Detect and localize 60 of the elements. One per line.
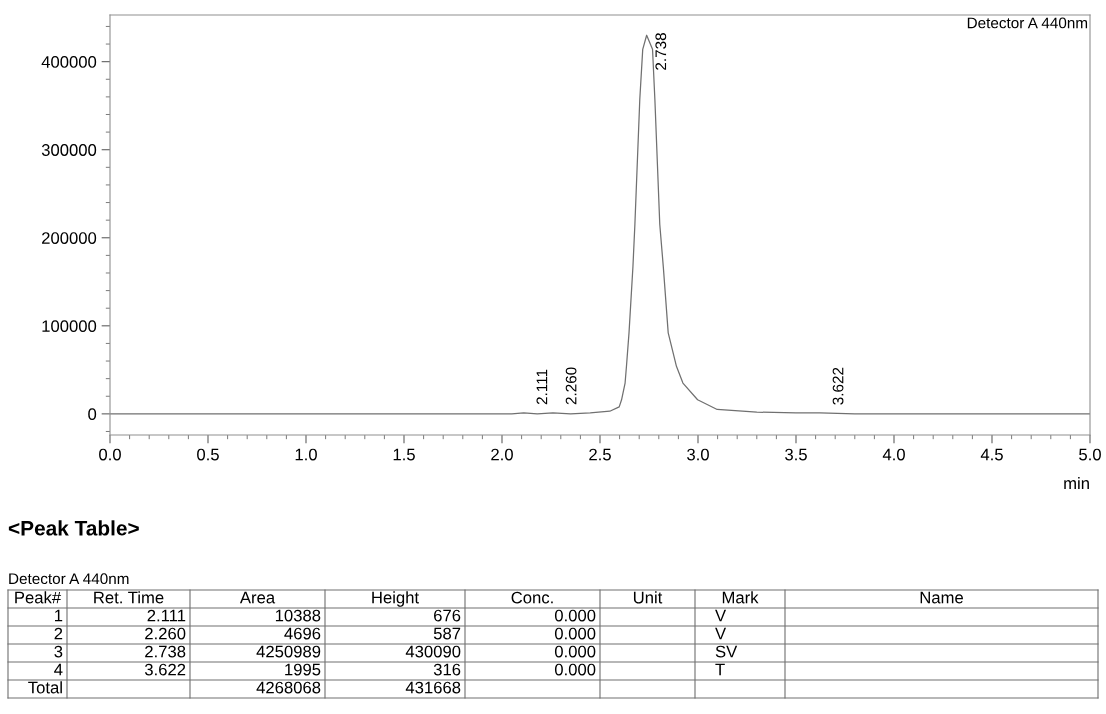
text: Height [372, 591, 419, 607]
annotation: 2.260 [565, 367, 577, 405]
x-tick-label: 4.5 [980, 448, 1003, 461]
text: 4 [54, 663, 63, 676]
x-tick-label: 3.5 [785, 448, 807, 461]
annotation: 2.111 [536, 369, 548, 405]
x-tick-label: 2.5 [589, 448, 611, 461]
line-series [110, 34, 1090, 415]
x-tick-label: 0.5 [197, 448, 219, 461]
text: Conc. [511, 591, 553, 604]
text: Ret. Time [94, 591, 164, 604]
x-tick-label: 0.0 [99, 448, 121, 461]
text: 2.111 [147, 609, 186, 622]
text: <Peak Table> [8, 520, 139, 536]
text: Name [920, 591, 963, 604]
text: 587 [433, 627, 461, 640]
x-tick-label: 1.5 [393, 448, 415, 461]
text: 4250989 [256, 645, 321, 658]
text: 3 [54, 645, 63, 658]
text: Unit [633, 591, 663, 604]
text: 10388 [275, 609, 321, 622]
text: Area [239, 591, 276, 604]
text: 430090 [405, 645, 461, 658]
text: Total [28, 681, 62, 694]
text: Mark [722, 591, 759, 604]
y-tick-label: 200000 [42, 232, 97, 244]
text: Detector A 440nm [9, 573, 129, 585]
x-tick-label: 1.0 [295, 448, 317, 461]
text: 316 [433, 663, 461, 676]
y-tick-label: 300000 [41, 144, 97, 156]
text: 0.000 [554, 609, 596, 622]
x-tick-label: 5.0 [1079, 448, 1101, 461]
text: 1 [55, 609, 63, 622]
x-tick-label: 2.0 [491, 448, 513, 461]
x-axis-title: min [1064, 477, 1089, 490]
y-tick-label: 0 [88, 408, 97, 421]
text: 1995 [285, 663, 321, 676]
text: 3.622 [144, 663, 186, 676]
text: 4268068 [256, 681, 321, 694]
text: 676 [434, 609, 461, 622]
text: SV [715, 645, 738, 658]
y-tick-label: 400000 [41, 56, 97, 68]
text: V [715, 627, 727, 640]
text: 2.738 [145, 645, 186, 658]
annotation: 2.738 [655, 33, 667, 70]
text: 0.000 [554, 663, 596, 676]
text: 4696 [284, 627, 321, 640]
text: 2.260 [145, 627, 186, 640]
text: 431668 [405, 681, 461, 694]
text: Peak# [15, 591, 62, 604]
text: 2 [54, 627, 63, 640]
text: V [715, 609, 727, 622]
text: T [715, 663, 725, 676]
x-tick-label: 3.0 [687, 448, 709, 461]
text: 0.000 [554, 627, 596, 640]
x-tick-label: 4.0 [882, 448, 905, 461]
annotation: Detector A 440nm [967, 17, 1088, 29]
text: 0.000 [554, 645, 596, 658]
annotation: 3.622 [832, 367, 844, 405]
y-tick-label: 100000 [42, 320, 97, 333]
